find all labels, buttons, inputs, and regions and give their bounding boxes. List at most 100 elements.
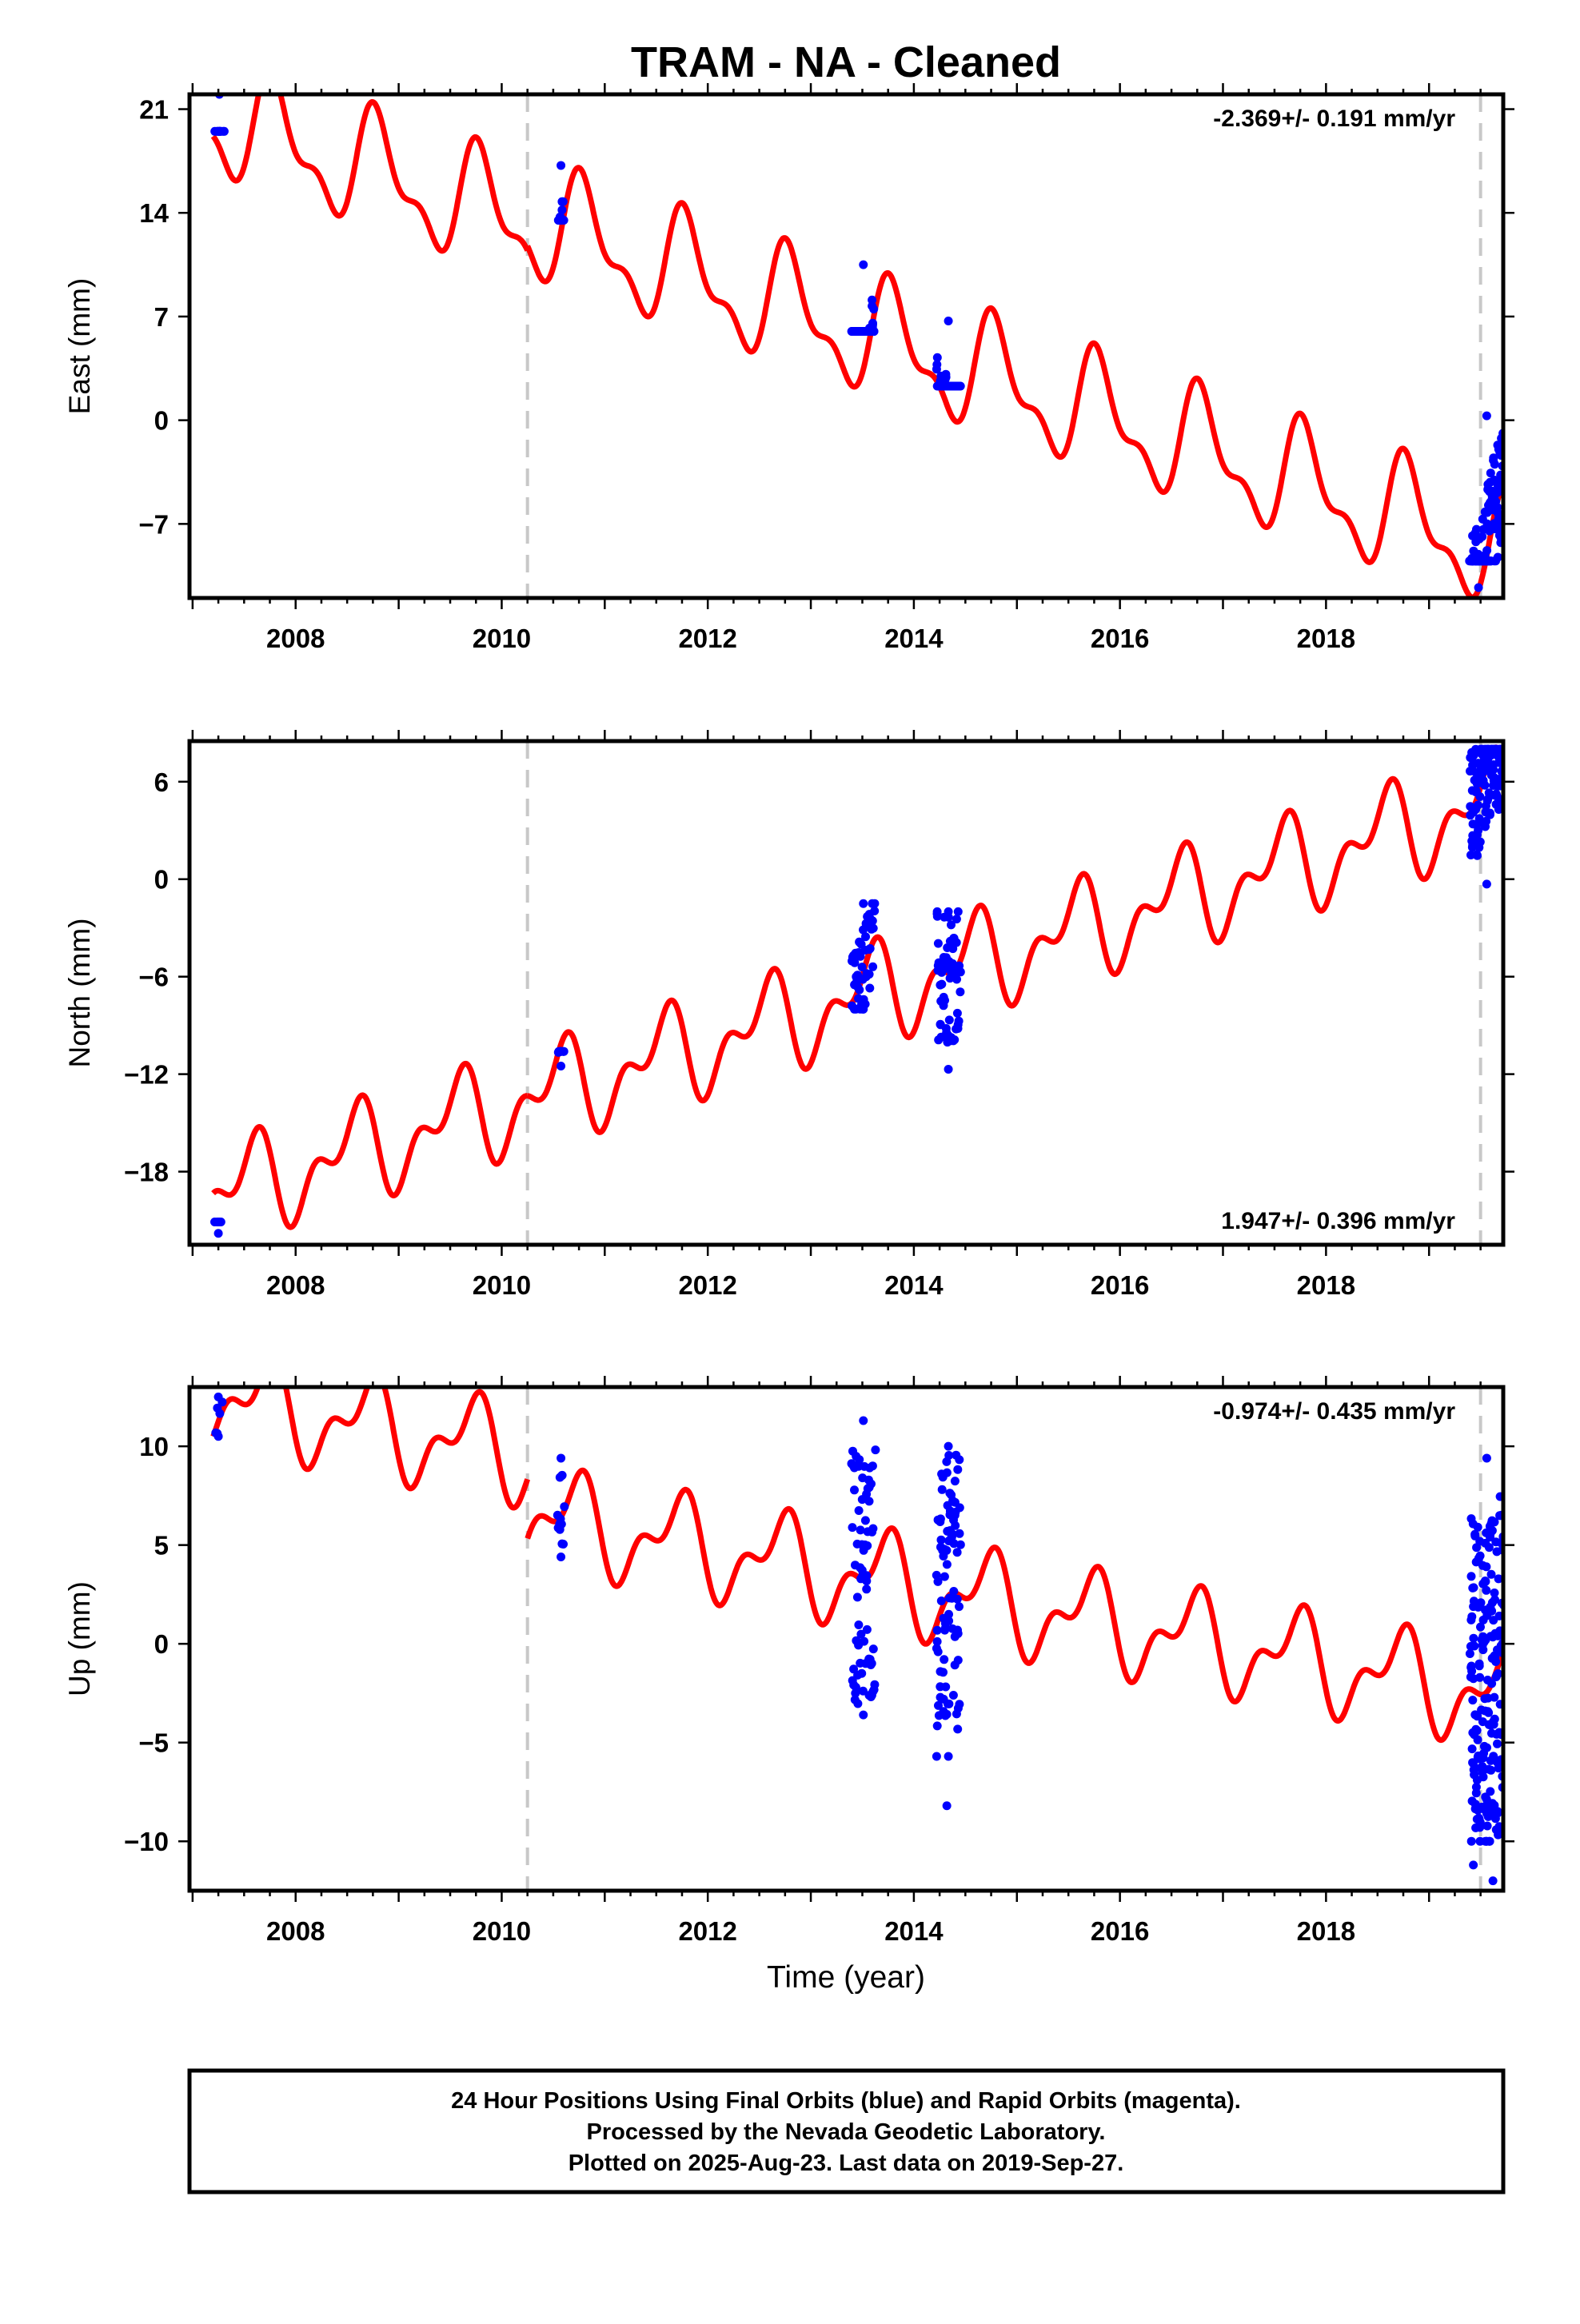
north-data-point: [213, 1229, 223, 1238]
east-outlier-point: [1474, 583, 1483, 592]
up-data-point: [557, 1453, 566, 1463]
up-data-point: [560, 1502, 569, 1512]
up-panel: 2008 2010 2012 2014 2016 2018 10 5 0 −5 −10 Up (mm)…: [63, 1376, 1514, 1946]
north-data-point: [1473, 800, 1482, 810]
up-data-point: [1494, 1822, 1503, 1832]
up-data-point: [862, 1585, 872, 1594]
up-frame: [187, 1385, 1506, 1893]
up-y-tick-label: 5: [154, 1531, 169, 1561]
north-data-point: [857, 963, 867, 972]
up-plot-area: [210, 1387, 1503, 1891]
north-data-point: [1472, 850, 1482, 859]
up-data-point: [939, 1668, 948, 1677]
north-data-point: [865, 944, 875, 953]
up-data-point: [940, 1572, 949, 1581]
up-data-point: [557, 1470, 567, 1480]
footer-box: [187, 2068, 1506, 2194]
up-data-point: [1468, 1696, 1478, 1705]
up-data-point: [1486, 1787, 1495, 1796]
up-data-point: [1486, 1569, 1496, 1579]
north-data-point: [859, 1004, 868, 1014]
east-data-point: [859, 326, 868, 336]
up-data-point: [933, 1647, 943, 1656]
up-data-point: [1470, 1763, 1480, 1772]
east-data-point: [941, 373, 951, 382]
up-data-point: [1482, 1585, 1491, 1595]
up-data-point: [1473, 1522, 1482, 1532]
up-data-point: [955, 1455, 964, 1465]
up-data-point: [213, 1432, 223, 1441]
up-data-point: [1469, 1583, 1478, 1593]
up-data-point: [854, 1620, 864, 1629]
up-data-point: [942, 1468, 952, 1477]
north-data-point: [1482, 879, 1491, 889]
east-data-point: [1486, 468, 1495, 478]
north-data-point: [557, 1046, 566, 1056]
up-data-point: [933, 1577, 943, 1586]
up-model-curve: [210, 1387, 531, 1511]
up-data-point: [952, 1594, 962, 1604]
east-data-point: [932, 365, 941, 374]
up-data-point: [951, 1521, 960, 1530]
up-data-point: [944, 1609, 953, 1619]
up-data-point: [1481, 1577, 1490, 1586]
up-data-point: [944, 1616, 954, 1625]
north-y-tick-label: −12: [124, 1060, 169, 1090]
north-x-tick-label: 2008: [266, 1270, 325, 1300]
up-data-point: [854, 1506, 864, 1515]
north-data-point: [937, 979, 947, 989]
up-data-point: [855, 1455, 864, 1465]
up-data-point: [1478, 1772, 1488, 1782]
north-rate-label: 1.947+/- 0.396 mm/yr: [1221, 1208, 1455, 1234]
east-data-point: [1478, 532, 1487, 541]
north-data-point: [953, 907, 963, 916]
north-data-point: [850, 958, 860, 967]
east-data-point: [1493, 484, 1502, 494]
up-data-point: [953, 1656, 963, 1665]
footer-line-3: Plotted on 2025-Aug-23. Last data on 201…: [569, 2151, 1124, 2176]
up-data-point: [1476, 1622, 1485, 1632]
north-plot-area: [210, 741, 1503, 1245]
east-data-point: [557, 216, 566, 225]
east-data-point: [1482, 556, 1491, 566]
north-data-point: [947, 920, 956, 930]
footer-line-2: Processed by the Nevada Geodetic Laborat…: [587, 2119, 1106, 2145]
north-y-tick-label: 6: [154, 767, 169, 797]
up-data-point: [862, 1624, 872, 1634]
east-data-point: [944, 317, 953, 325]
up-data-point: [940, 1625, 950, 1635]
up-data-point: [1494, 1574, 1503, 1584]
up-data-point: [944, 1441, 953, 1451]
north-data-point: [1474, 843, 1484, 852]
up-data-point: [944, 1451, 954, 1460]
up-data-point: [952, 1548, 962, 1557]
up-data-point: [856, 1525, 865, 1535]
up-data-point: [859, 1710, 868, 1720]
up-data-point: [213, 1392, 223, 1401]
north-y-axis-label: North (mm): [63, 918, 96, 1067]
east-data-point: [214, 126, 224, 136]
north-data-point: [870, 899, 880, 908]
north-data-point: [870, 907, 880, 915]
up-data-point: [953, 1465, 963, 1474]
up-data-point: [557, 1519, 566, 1529]
east-data-point: [1493, 503, 1502, 512]
up-data-point: [868, 1524, 878, 1533]
up-data-point: [1493, 1739, 1502, 1748]
north-x-tick-label: 2010: [473, 1270, 531, 1300]
north-data-point: [1486, 810, 1494, 819]
east-data-point: [944, 381, 953, 391]
north-data-point: [856, 951, 865, 961]
north-model-curve: [211, 1060, 529, 1230]
east-panel: 2008 2010 2012 2014 2016 2018 21 14 7 0 −7 East (mm…: [63, 83, 1514, 653]
up-data-point: [950, 1477, 960, 1486]
east-x-tick-label: 2008: [266, 624, 325, 653]
up-data-point: [1482, 1836, 1491, 1846]
east-rate-label: -2.369+/- 0.191 mm/yr: [1213, 106, 1455, 132]
up-x-tick-label: 2010: [473, 1916, 531, 1946]
east-plot-area: [210, 94, 1503, 598]
north-data-point: [952, 915, 961, 924]
up-data-point: [953, 1724, 963, 1734]
up-data-point: [1475, 1551, 1485, 1561]
